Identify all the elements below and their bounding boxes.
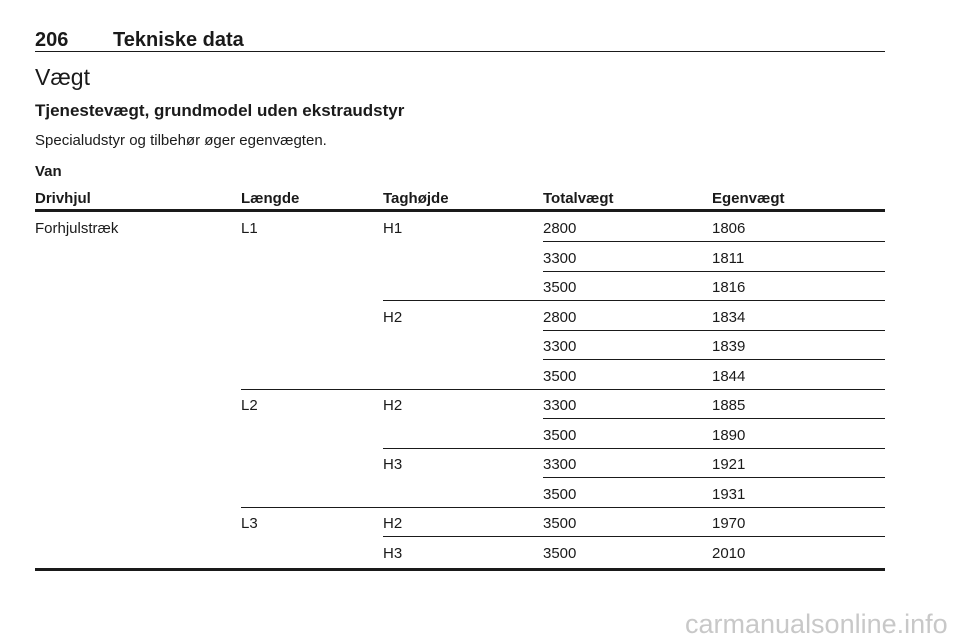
table-caption: Van [35, 163, 62, 180]
header-rule [35, 209, 885, 212]
table-cell: 3300 [543, 338, 577, 355]
table-cell: 1806 [712, 220, 746, 237]
table-cell: L2 [241, 397, 258, 414]
table-cell: H2 [383, 515, 403, 532]
table-cell: 3500 [543, 485, 577, 503]
table-cell: 3300 [543, 456, 577, 473]
column-header: Taghøjde [383, 190, 449, 207]
row-rule [543, 477, 885, 478]
table-cell: H2 [383, 397, 403, 414]
table-cell: 1970 [712, 515, 746, 532]
table-cell: 1931 [712, 485, 746, 503]
header-title: Tekniske data [113, 29, 244, 51]
table-cell: H1 [383, 220, 403, 237]
table-cell: Forhjulstræk [35, 220, 119, 237]
table-cell: L3 [241, 515, 258, 532]
table-cell: 3300 [543, 397, 577, 414]
table-bottom-rule [35, 567, 885, 571]
table-cell: 1885 [712, 397, 746, 414]
table-cell: 1839 [712, 338, 746, 355]
page-number: 206 [35, 29, 69, 51]
row-rule [543, 270, 885, 272]
row-rule [543, 241, 885, 242]
table-cell: 1844 [712, 367, 746, 385]
table-cell: 3500 [543, 544, 577, 562]
table-cell: L1 [241, 220, 258, 237]
note: Specialudstyr og tilbehør øger egenvægte… [35, 132, 327, 149]
table-cell: 1816 [712, 279, 746, 296]
row-rule [241, 506, 885, 508]
table-cell: 3500 [543, 367, 577, 385]
column-header: Drivhjul [35, 190, 91, 207]
table-cell: H2 [383, 308, 403, 326]
table-cell: 3500 [543, 426, 577, 444]
row-rule [543, 329, 885, 331]
table-cell: 2010 [712, 544, 746, 562]
row-rule [383, 536, 885, 537]
table-cell: 1921 [712, 456, 746, 473]
section-title: Vægt [35, 64, 90, 90]
table-cell: 3500 [543, 515, 577, 532]
table-cell: H3 [383, 456, 403, 473]
table-cell: 2800 [543, 308, 577, 326]
table-cell: H3 [383, 544, 403, 562]
table-cell: 3300 [543, 249, 577, 267]
table-cell: 3500 [543, 279, 577, 296]
row-rule [383, 300, 885, 301]
table-cell: 2800 [543, 220, 577, 237]
table-cell: 1811 [712, 249, 745, 267]
table-cell: 1890 [712, 426, 746, 444]
watermark: carmanualsonline.info [685, 609, 948, 639]
column-header: Længde [241, 190, 300, 207]
subsection-title: Tjenestevægt, grundmodel uden ekstraudst… [35, 101, 405, 120]
row-rule [383, 447, 885, 449]
row-rule [543, 418, 885, 419]
row-rule [543, 359, 885, 360]
header-rule [35, 51, 885, 52]
column-header: Egenvægt [712, 190, 785, 207]
table-cell: 1834 [712, 308, 746, 326]
row-rule [241, 388, 885, 390]
column-header: Totalvægt [543, 190, 614, 207]
